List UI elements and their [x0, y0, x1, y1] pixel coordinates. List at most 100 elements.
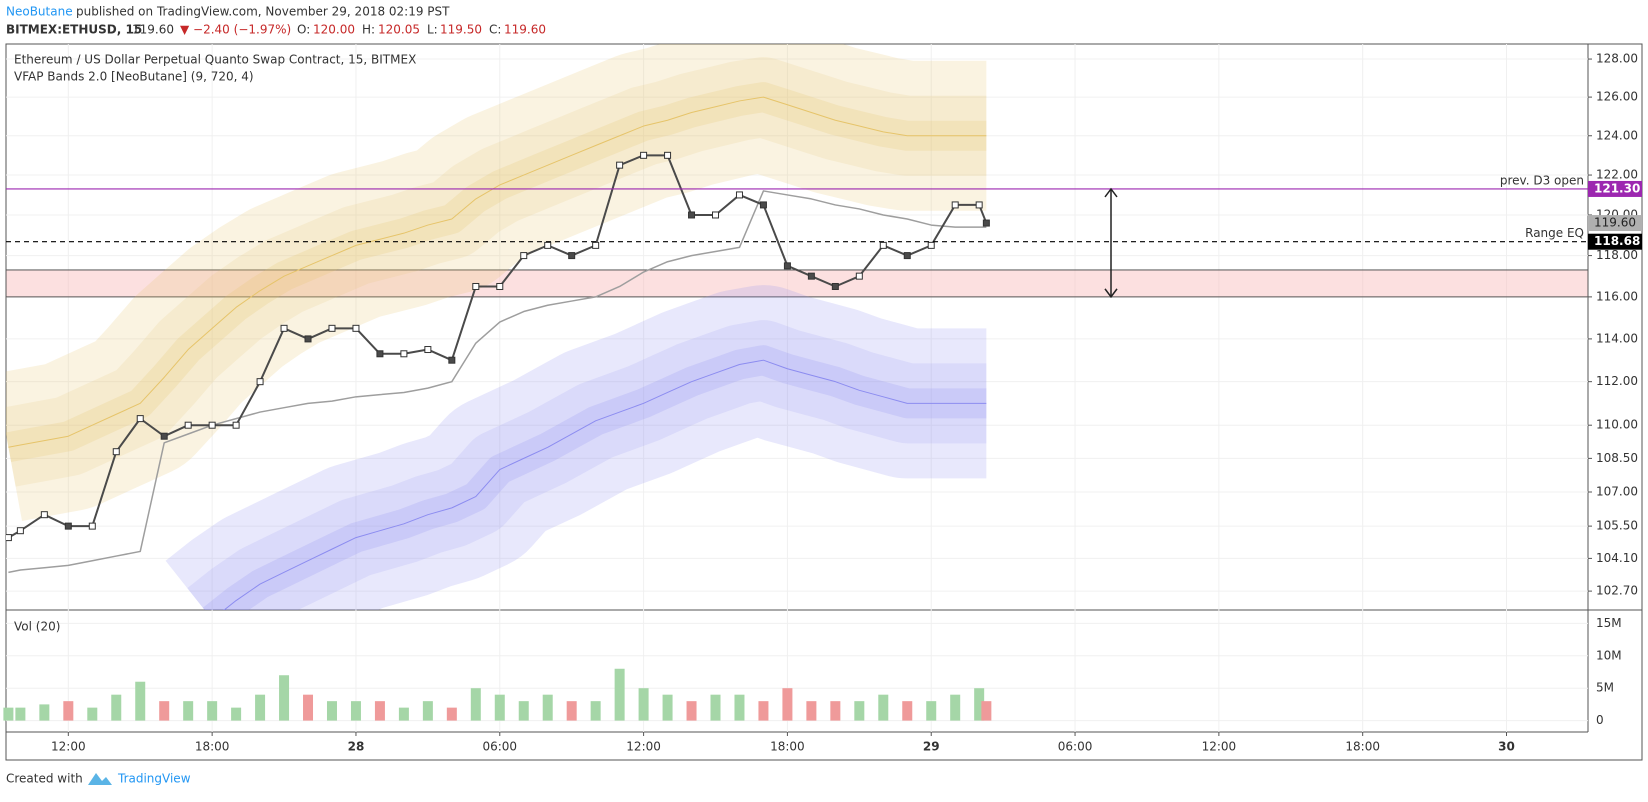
volume-bar	[207, 701, 218, 721]
volume-bar	[981, 701, 992, 721]
price-point	[807, 272, 815, 280]
c-label: C:	[489, 23, 501, 37]
series-line	[8, 190, 987, 574]
price-point	[184, 421, 192, 429]
frame	[5, 43, 1643, 761]
price-point	[352, 324, 360, 332]
last-price-tag	[1588, 215, 1642, 232]
level-tag	[1588, 233, 1642, 250]
vol-tick-label: 15M	[1596, 616, 1622, 630]
price-point	[712, 211, 720, 219]
volume-bar	[662, 694, 673, 721]
y-tick-label: 108.50	[1596, 451, 1638, 465]
band-line	[8, 96, 987, 448]
price-point	[232, 421, 240, 429]
l: 119.50	[440, 23, 482, 37]
price-point	[280, 324, 288, 332]
x-tick-label: 06:00	[482, 740, 517, 754]
volume-bar	[39, 704, 50, 721]
volume-bar	[494, 694, 505, 721]
price-point	[568, 252, 576, 260]
volume-bar	[111, 694, 122, 721]
price-point	[448, 356, 456, 364]
price-point	[735, 191, 743, 199]
price-point	[927, 241, 935, 249]
x-tick-label: 12:00	[51, 740, 86, 754]
volume-bar	[854, 701, 865, 721]
volume-bar	[159, 701, 170, 721]
volume-bar	[518, 701, 529, 721]
author[interactable]: NeoButane	[6, 5, 73, 19]
footer-brand[interactable]: TradingView	[117, 772, 191, 786]
y-tick-label: 114.00	[1596, 331, 1638, 345]
y-tick-label: 118.00	[1596, 248, 1638, 262]
price-point	[855, 272, 863, 280]
volume-bar	[758, 701, 769, 721]
o: 120.00	[313, 23, 355, 37]
y-tick-label: 128.00	[1596, 52, 1638, 66]
price-point	[903, 252, 911, 260]
chart-subtitle: VFAP Bands 2.0 [NeoButane] (9, 720, 4)	[14, 70, 254, 84]
l-label: L:	[427, 23, 438, 37]
volume-bar	[183, 701, 194, 721]
overlay: 102.70 104.10 105.50 107.00 108.50 110.00 112.…	[3, 52, 1642, 754]
level-tag-label: 118.68	[1594, 234, 1640, 248]
volume-title: Vol (20)	[14, 620, 60, 634]
volume-bar	[446, 707, 457, 721]
volume-bar	[566, 701, 577, 721]
price-point	[520, 252, 528, 260]
chart-title: Ethereum / US Dollar Perpetual Quanto Sw…	[14, 53, 416, 67]
price-point	[424, 346, 432, 354]
level-tag	[1588, 180, 1642, 197]
y-tick-label: 102.70	[1596, 584, 1638, 598]
plot	[6, 44, 1588, 610]
volume-bar	[15, 707, 26, 721]
volume-bar	[350, 701, 361, 721]
price-point	[664, 151, 672, 159]
x-tick-label: 18:00	[195, 740, 230, 754]
price-point	[304, 335, 312, 343]
x-tick-label: 06:00	[1058, 740, 1093, 754]
volume-bar	[734, 694, 745, 721]
price-point	[6, 534, 12, 542]
y-tick-label: 112.00	[1596, 374, 1638, 388]
h: 120.05	[378, 23, 420, 37]
change: ▼ −2.40 (−1.97%)	[180, 23, 291, 37]
price-point	[831, 282, 839, 290]
price-point	[112, 448, 120, 456]
x-tick-label: 18:00	[1345, 740, 1380, 754]
price-point	[16, 527, 24, 535]
volume-bar	[710, 694, 721, 721]
vol-tick-label: 5M	[1596, 681, 1614, 695]
y-tick-label: 110.00	[1596, 418, 1638, 432]
volume-bar	[470, 688, 481, 721]
volume-bar	[422, 701, 433, 721]
y-tick-label: 107.00	[1596, 485, 1638, 499]
price-point	[975, 201, 983, 209]
volume-bar	[279, 675, 290, 721]
volume-bar	[255, 694, 266, 721]
volume-bar	[878, 694, 889, 721]
level-name: Range EQ	[1525, 226, 1584, 240]
price-point	[544, 241, 552, 249]
volume-bar	[614, 668, 625, 721]
price-point	[64, 522, 72, 530]
vol-tick-label: 0	[1596, 713, 1604, 727]
price-point	[256, 378, 264, 386]
volume-bar	[638, 688, 649, 721]
price-point	[640, 151, 648, 159]
logo	[88, 773, 112, 785]
volume-bar	[63, 701, 74, 721]
price-point	[879, 241, 887, 249]
price-point	[688, 211, 696, 219]
y-tick-label: 124.00	[1596, 128, 1638, 142]
volume-bar	[926, 701, 937, 721]
price-point	[328, 324, 336, 332]
price-point	[88, 522, 96, 530]
y-tick-label: 122.00	[1596, 168, 1638, 182]
price-point	[160, 432, 168, 440]
arrow-head	[1104, 187, 1118, 299]
symbol: BITMEX:ETHUSD, 15	[6, 23, 142, 37]
price-point	[400, 350, 408, 358]
